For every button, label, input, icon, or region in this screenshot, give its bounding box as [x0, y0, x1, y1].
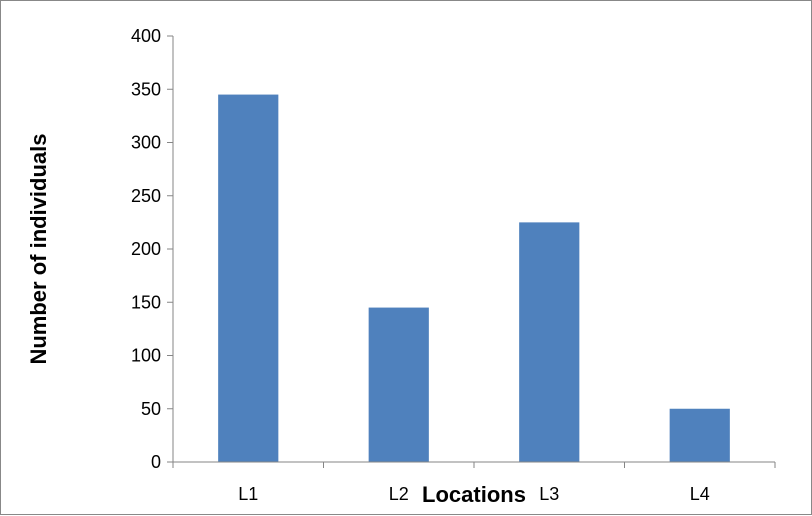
bar-l4 — [669, 408, 730, 462]
y-tick-label: 50 — [141, 399, 161, 419]
y-tick-label: 150 — [131, 292, 161, 312]
x-tick-label-l2: L2 — [389, 484, 409, 504]
y-tick-label: 400 — [131, 26, 161, 46]
y-tick-label: 250 — [131, 186, 161, 206]
bar-l1 — [218, 94, 279, 462]
x-tick-label-l4: L4 — [690, 484, 710, 504]
bars — [218, 94, 730, 462]
y-axis-ticks: 0 50 100 150 200 250 300 350 400 — [131, 26, 173, 472]
y-tick-label: 100 — [131, 346, 161, 366]
x-axis-ticks: L1 L2 L3 L4 — [172, 462, 776, 504]
x-tick-label-l1: L1 — [238, 484, 258, 504]
y-axis-title: Number of individuals — [26, 133, 51, 364]
y-tick-label: 300 — [131, 133, 161, 153]
x-tick-label-l3: L3 — [539, 484, 559, 504]
bar-l3 — [519, 222, 580, 462]
x-axis-title: Locations — [422, 482, 526, 507]
y-tick-label: 350 — [131, 79, 161, 99]
y-tick-label: 200 — [131, 239, 161, 259]
bar-l2 — [368, 307, 429, 462]
y-tick-label: 0 — [151, 452, 161, 472]
